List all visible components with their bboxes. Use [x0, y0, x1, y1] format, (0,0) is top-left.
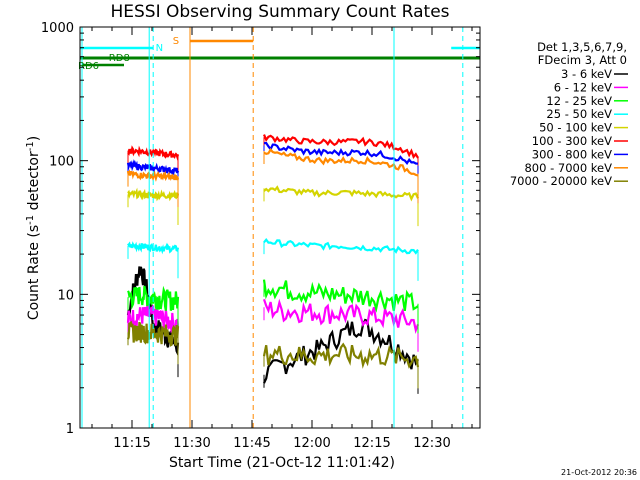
legend-label: 300 - 800 keV	[532, 147, 612, 161]
x-tick-label: 12:30	[413, 436, 450, 451]
series-line	[262, 279, 419, 313]
series-3	[127, 237, 419, 281]
legend-label: 25 - 50 keV	[546, 107, 612, 121]
series-line	[126, 159, 180, 177]
plot-area: NS RD8 RD6	[78, 27, 480, 428]
x-tick-label: 11:15	[113, 436, 150, 451]
series-line	[263, 185, 419, 202]
series-line	[263, 147, 419, 177]
flag-label-s: S	[173, 36, 179, 47]
flag-label-rd8: RD8	[109, 53, 130, 64]
x-tick-label: 12:15	[353, 436, 390, 451]
y-tick-label: 100	[49, 155, 74, 170]
series-line	[126, 301, 180, 334]
series-line	[263, 141, 419, 165]
chart-title: HESSI Observing Summary Count Rates	[110, 2, 449, 22]
legend: Det 1,3,5,6,7,9, FDecim 3, Att 0 3 - 6 k…	[510, 40, 628, 188]
flag-label-n: N	[156, 43, 163, 54]
y-tick-label: 1000	[41, 21, 74, 36]
legend-label: 6 - 12 keV	[554, 80, 612, 94]
series-line	[262, 342, 420, 369]
x-axis: 11:15 11:30 11:45 12:00 12:15 12:30	[91, 27, 473, 451]
x-tick-label: 11:45	[233, 436, 270, 451]
y-axis: 1 10 100 1000	[41, 21, 480, 437]
series-line	[262, 298, 420, 335]
series-line	[126, 168, 180, 182]
legend-title-line-1: Det 1,3,5,6,7,9,	[537, 40, 627, 54]
legend-label: 12 - 25 keV	[546, 94, 612, 108]
series-2	[127, 279, 419, 334]
x-tick-label: 12:00	[293, 436, 330, 451]
x-tick-label: 11:30	[173, 436, 210, 451]
legend-label: 800 - 7000 keV	[524, 161, 612, 175]
y-axis-label: Count Rate (s-1 detector-1)	[25, 136, 42, 320]
y-tick-label: 10	[57, 288, 74, 303]
legend-label: 3 - 6 keV	[561, 67, 612, 81]
y-tick-label: 1	[66, 422, 74, 437]
flag-label-rd6: RD6	[78, 61, 99, 72]
series-line	[262, 134, 419, 159]
series-line	[263, 237, 419, 255]
legend-label: 100 - 300 keV	[532, 134, 612, 148]
plot-frame	[79, 26, 481, 429]
series-line	[127, 241, 180, 255]
series-line	[127, 187, 180, 202]
series-4	[127, 185, 419, 227]
series-7	[126, 147, 419, 208]
legend-label: 7000 - 20000 keV	[510, 174, 612, 188]
legend-label: 50 - 100 keV	[539, 121, 612, 135]
series-line	[127, 285, 180, 311]
timestamp: 21-Oct-2012 20:36	[561, 468, 637, 477]
x-axis-label: Start Time (21-Oct-12 11:01:42)	[169, 455, 395, 471]
series-line	[127, 145, 180, 161]
legend-title-line-2: FDecim 3, Att 0	[538, 53, 627, 67]
